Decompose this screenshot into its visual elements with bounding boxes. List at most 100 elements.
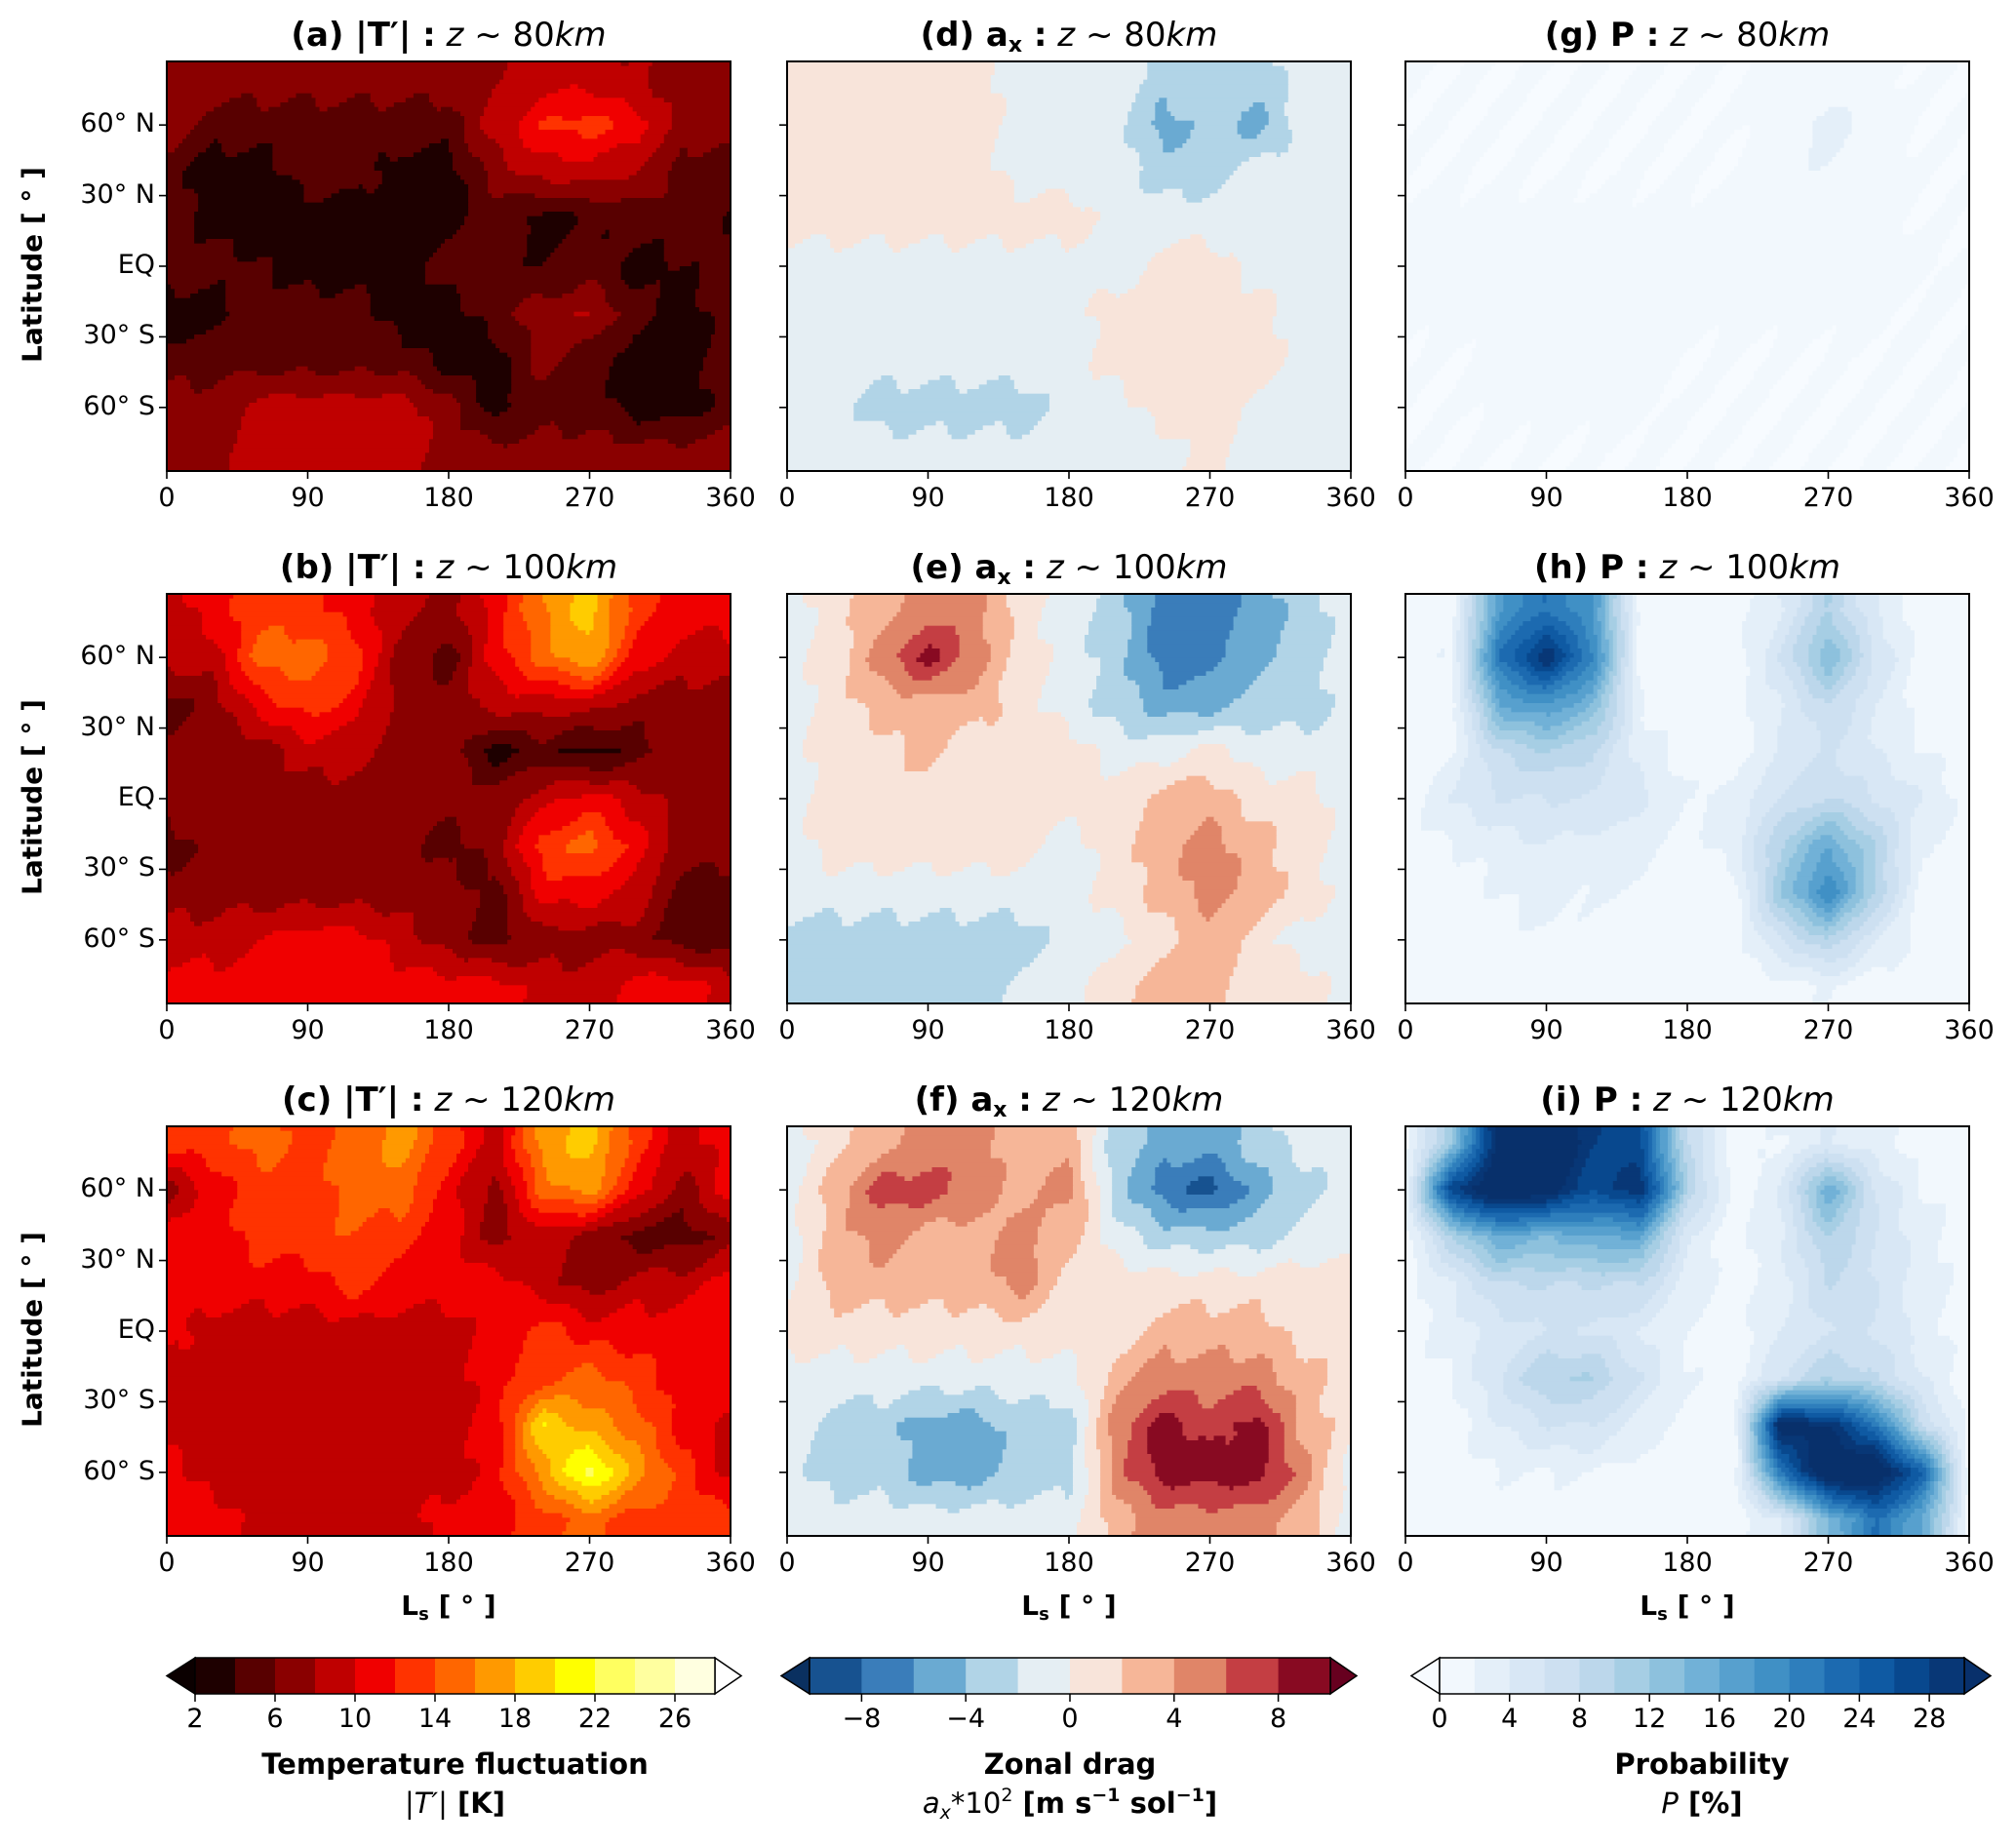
contour-cell	[488, 871, 512, 877]
contour-cell	[787, 1144, 815, 1150]
contour-cell	[857, 1231, 914, 1237]
contour-cell	[1326, 1358, 1352, 1364]
contour-cell	[507, 908, 524, 914]
contour-cell	[190, 1208, 230, 1214]
contour-cell	[480, 903, 508, 909]
contour-cell	[233, 243, 442, 249]
contour-cell	[416, 1126, 434, 1132]
contour-cell	[585, 1468, 595, 1473]
contour-cell	[167, 111, 207, 117]
contour-cell	[1268, 1171, 1328, 1177]
contour-cell	[644, 325, 716, 331]
contour-cell	[472, 644, 485, 649]
contour-cell	[550, 830, 587, 836]
contour-cell	[601, 657, 614, 663]
contour-cell	[787, 147, 996, 153]
contour-cell	[1147, 1403, 1204, 1409]
contour-cell	[167, 703, 195, 709]
contour-cell	[787, 84, 992, 90]
contour-cell	[186, 717, 238, 723]
contour-cell	[257, 635, 290, 641]
contour-cell	[245, 953, 391, 959]
contour-cell	[698, 270, 731, 276]
contour-cell	[698, 1140, 731, 1146]
contour-cell	[1237, 1198, 1266, 1204]
contour-cell	[1248, 930, 1282, 936]
contour-cell	[515, 844, 535, 849]
contour-cell	[826, 1171, 862, 1177]
contour-cell	[346, 775, 473, 781]
contour-cell	[787, 1386, 922, 1392]
contour-cell	[389, 657, 434, 663]
contour-cell	[1182, 143, 1289, 149]
contour-cell	[1280, 635, 1332, 641]
contour-cell	[667, 840, 731, 845]
contour-cell	[167, 616, 203, 622]
contour-cell	[1330, 985, 1352, 991]
contour-cell	[1287, 611, 1328, 617]
contour-cell	[167, 1362, 465, 1368]
contour-cell	[1287, 343, 1352, 349]
contour-cell	[432, 676, 454, 682]
contour-cell	[787, 844, 819, 849]
contour-cell	[714, 1431, 731, 1436]
contour-cell	[472, 662, 489, 668]
contour-cell	[566, 848, 595, 854]
contour-cell	[628, 1472, 646, 1477]
contour-cell	[1163, 147, 1175, 153]
contour-cell	[538, 1208, 599, 1214]
contour-cell	[167, 1313, 191, 1318]
contour-cell	[787, 853, 823, 859]
contour-cell	[507, 1203, 520, 1209]
contour-cell	[904, 734, 953, 740]
contour-cell	[601, 1481, 622, 1487]
contour-cell	[1233, 625, 1285, 631]
contour-cell	[194, 840, 426, 845]
contour-cell	[955, 379, 988, 385]
contour-cell	[1100, 758, 1179, 764]
contour-cell	[476, 398, 508, 404]
contour-cell	[358, 1226, 422, 1232]
contour-cell	[436, 1190, 457, 1196]
contour-cell	[955, 730, 1070, 736]
contour-cell	[982, 635, 1015, 641]
contour-cell	[511, 362, 532, 368]
contour-cell	[683, 871, 720, 877]
contour-cell	[217, 644, 242, 649]
contour-cell	[787, 922, 796, 927]
contour-cell	[1213, 1249, 1258, 1255]
contour-cell	[1155, 430, 1239, 436]
contour-cell	[846, 867, 874, 873]
contour-cell	[803, 753, 906, 759]
contour-cell	[1013, 198, 1031, 204]
contour-cell	[799, 1190, 819, 1196]
contour-cell	[1013, 193, 1039, 199]
contour-cell	[331, 1272, 383, 1277]
contour-cell	[167, 908, 176, 914]
contour-cell	[167, 1140, 230, 1146]
contour-cell	[640, 243, 665, 249]
contour-cell	[1060, 243, 1078, 249]
contour-cell	[420, 1504, 516, 1510]
contour-cell	[683, 1299, 731, 1305]
contour-cell	[787, 65, 996, 71]
contour-cell	[1295, 1427, 1336, 1433]
contour-cell	[620, 726, 646, 731]
contour-cell	[562, 876, 630, 882]
contour-cell	[1280, 366, 1352, 372]
contour-cell	[1077, 1431, 1086, 1436]
contour-cell	[900, 603, 988, 609]
contour-cell	[550, 630, 587, 636]
contour-cell	[534, 1130, 572, 1136]
contour-cell	[1326, 689, 1352, 695]
contour-cell	[814, 912, 839, 918]
contour-cell	[644, 912, 665, 918]
contour-cell	[822, 1236, 866, 1241]
contour-cell	[892, 375, 941, 381]
contour-cell	[167, 1195, 176, 1200]
contour-cell	[538, 1472, 551, 1477]
contour-cell	[853, 644, 874, 649]
contour-cell	[562, 1321, 731, 1327]
contour-cell	[1287, 93, 1352, 98]
contour-cell	[1045, 603, 1097, 609]
